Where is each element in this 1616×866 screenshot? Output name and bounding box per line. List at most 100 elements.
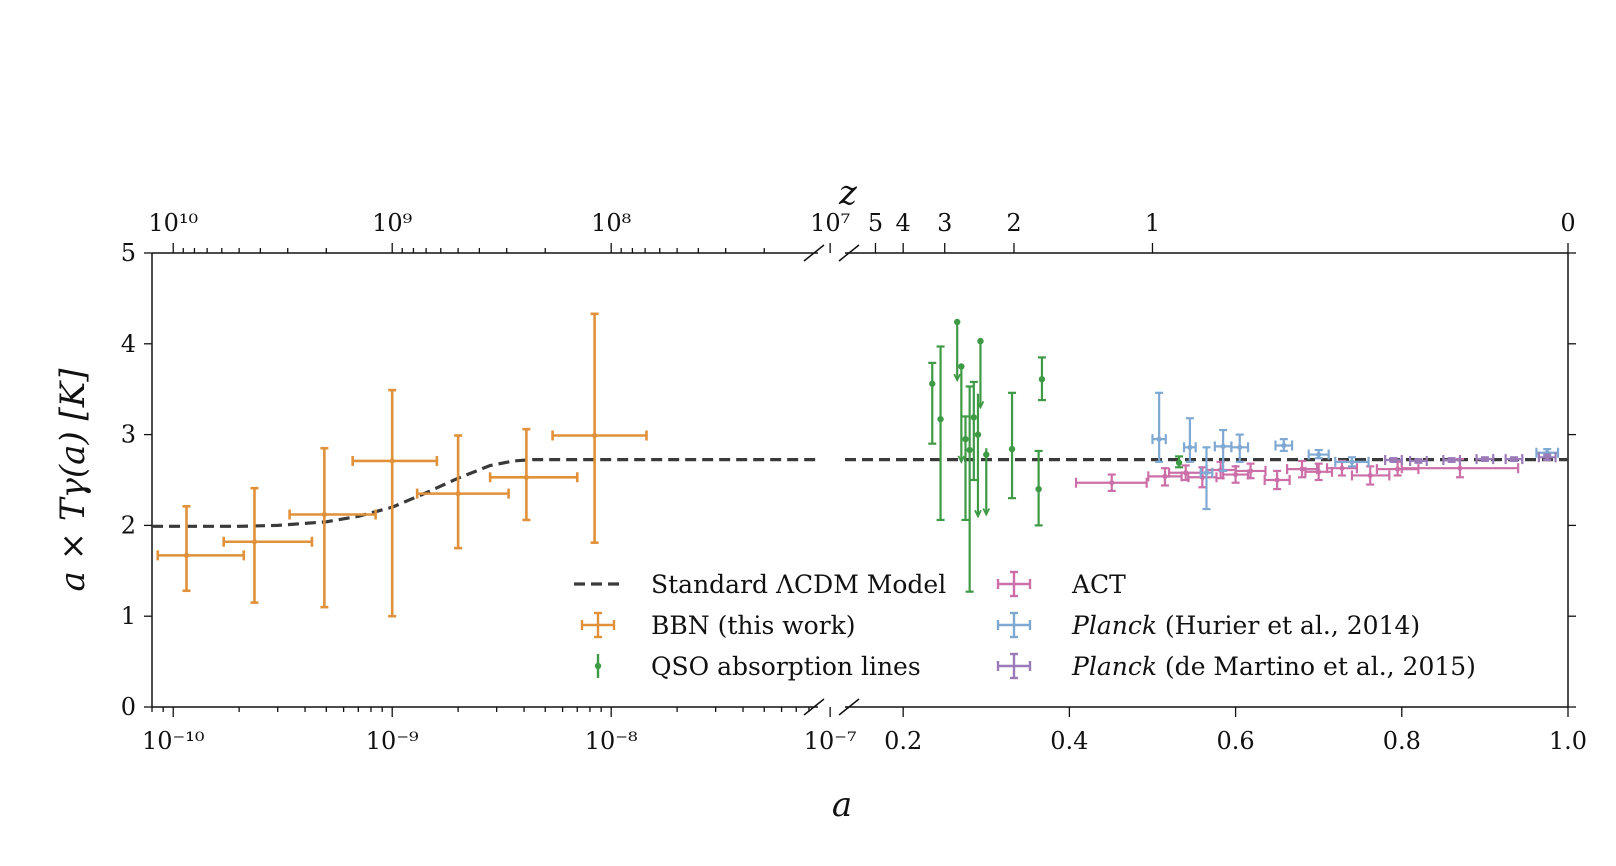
series-planck-hurier-et-al-2014-: [1151, 391, 1560, 511]
legend-entry: BBN (this work): [580, 611, 856, 640]
data-point: [957, 363, 966, 464]
data-point: [1147, 467, 1183, 487]
data-point: [351, 388, 439, 618]
axis-break-mark: [803, 244, 825, 262]
legend-entry: ACT: [996, 570, 1126, 599]
axis-break-mark: [803, 698, 825, 716]
legend-label: QSO absorption lines: [651, 652, 921, 681]
x-tick-label: 0.6: [1217, 727, 1255, 755]
data-point: [488, 427, 579, 522]
legend-handle: [996, 652, 1032, 680]
z-tick-label: 10¹⁰: [148, 209, 198, 237]
y-tick-label: 2: [121, 511, 136, 539]
legend-handle: [996, 570, 1032, 598]
data-point: [1442, 455, 1462, 466]
y-axis-label: a × Tγ(a) [K]: [53, 368, 93, 592]
data-point: [1037, 356, 1046, 402]
top-axis-label: z: [838, 173, 858, 213]
legend-handle: [594, 654, 602, 678]
data-point: [1263, 469, 1291, 491]
data-point: [1175, 455, 1184, 469]
legend-entry: Planck (Hurier et al., 2014): [996, 611, 1420, 640]
data-point: [1504, 454, 1524, 465]
series-bbn-this-work-: [156, 312, 648, 618]
z-tick-label: 5: [868, 209, 883, 237]
data-point: [969, 380, 978, 482]
z-tick-label: 4: [896, 209, 911, 237]
data-point: [222, 486, 314, 604]
data-series: [156, 312, 1560, 618]
data-point: [976, 337, 985, 410]
data-point: [965, 385, 974, 593]
data-point: [1274, 438, 1294, 453]
axis-break-mark: [838, 244, 860, 262]
x-tick-label: 0.8: [1383, 727, 1421, 755]
data-point: [1182, 417, 1197, 463]
data-point: [961, 415, 970, 522]
data-point: [1168, 464, 1204, 482]
data-point: [415, 434, 510, 550]
data-point: [928, 361, 937, 445]
x-axis-label: a: [832, 785, 852, 825]
z-tick-label: 10⁹: [372, 209, 413, 237]
data-point: [1537, 452, 1557, 463]
data-point: [974, 393, 982, 519]
data-point: [1350, 465, 1391, 486]
data-point: [1307, 448, 1330, 460]
legend-entry: QSO absorption lines: [594, 652, 921, 681]
data-point: [1230, 433, 1250, 463]
legend-handle: [996, 611, 1032, 639]
data-point: [1384, 455, 1403, 466]
z-tick-label: 0: [1560, 209, 1575, 237]
data-point: [982, 448, 991, 517]
data-point: [1199, 446, 1214, 511]
y-tick-label: 3: [121, 421, 136, 449]
series-act: [1074, 458, 1520, 492]
legend: Standard ΛCDM Model BBN (this work) QSO ab…: [574, 570, 1476, 681]
x-tick-label: 10⁻⁹: [366, 727, 419, 755]
data-point: [1074, 473, 1148, 492]
legend-entry: Standard ΛCDM Model: [574, 570, 946, 599]
data-point: [1409, 455, 1428, 466]
legend-entry: Planck (de Martino et al., 2015): [996, 652, 1476, 681]
z-tick-label: 3: [937, 209, 952, 237]
z-tick-label: 10⁷: [810, 209, 850, 237]
data-point: [953, 318, 961, 383]
data-point: [1008, 391, 1017, 500]
legend-label: Standard ΛCDM Model: [651, 570, 946, 599]
data-point: [1475, 454, 1495, 465]
z-tick-label: 2: [1006, 209, 1021, 237]
data-point: [1213, 428, 1233, 473]
x-tick-label: 0.4: [1050, 727, 1088, 755]
y-tick-label: 5: [121, 239, 136, 267]
data-point: [936, 345, 945, 522]
y-tick-label: 0: [121, 693, 136, 721]
axis-ticks: [144, 243, 1576, 717]
data-point: [288, 446, 377, 609]
axes-frame: [151, 244, 1569, 716]
axis-break-mark: [838, 698, 860, 716]
model-line: [152, 458, 1568, 528]
data-point: [1151, 391, 1167, 463]
data-point: [1234, 462, 1267, 480]
data-point: [1286, 459, 1319, 479]
series-qso-absorption-lines: [928, 318, 1184, 593]
data-point: [1034, 449, 1043, 527]
legend-label: Planck (Hurier et al., 2014): [1071, 611, 1420, 640]
z-tick-label: 10⁸: [591, 209, 631, 237]
x-tick-label: 10⁻⁸: [585, 727, 638, 755]
legend-label: BBN (this work): [651, 611, 856, 640]
legend-label: Planck (de Martino et al., 2015): [1071, 652, 1476, 681]
data-point: [156, 505, 246, 593]
z-tick-label: 1: [1145, 209, 1160, 237]
series-planck-de-martino-et-al-2015-: [1384, 452, 1557, 466]
legend-handle: [580, 611, 616, 639]
x-tick-label: 10⁻⁷: [804, 727, 857, 755]
y-tick-label: 4: [121, 330, 136, 358]
data-point: [1334, 456, 1370, 468]
y-tick-label: 1: [121, 602, 136, 630]
x-tick-label: 1.0: [1549, 727, 1587, 755]
legend-label: ACT: [1071, 570, 1126, 599]
